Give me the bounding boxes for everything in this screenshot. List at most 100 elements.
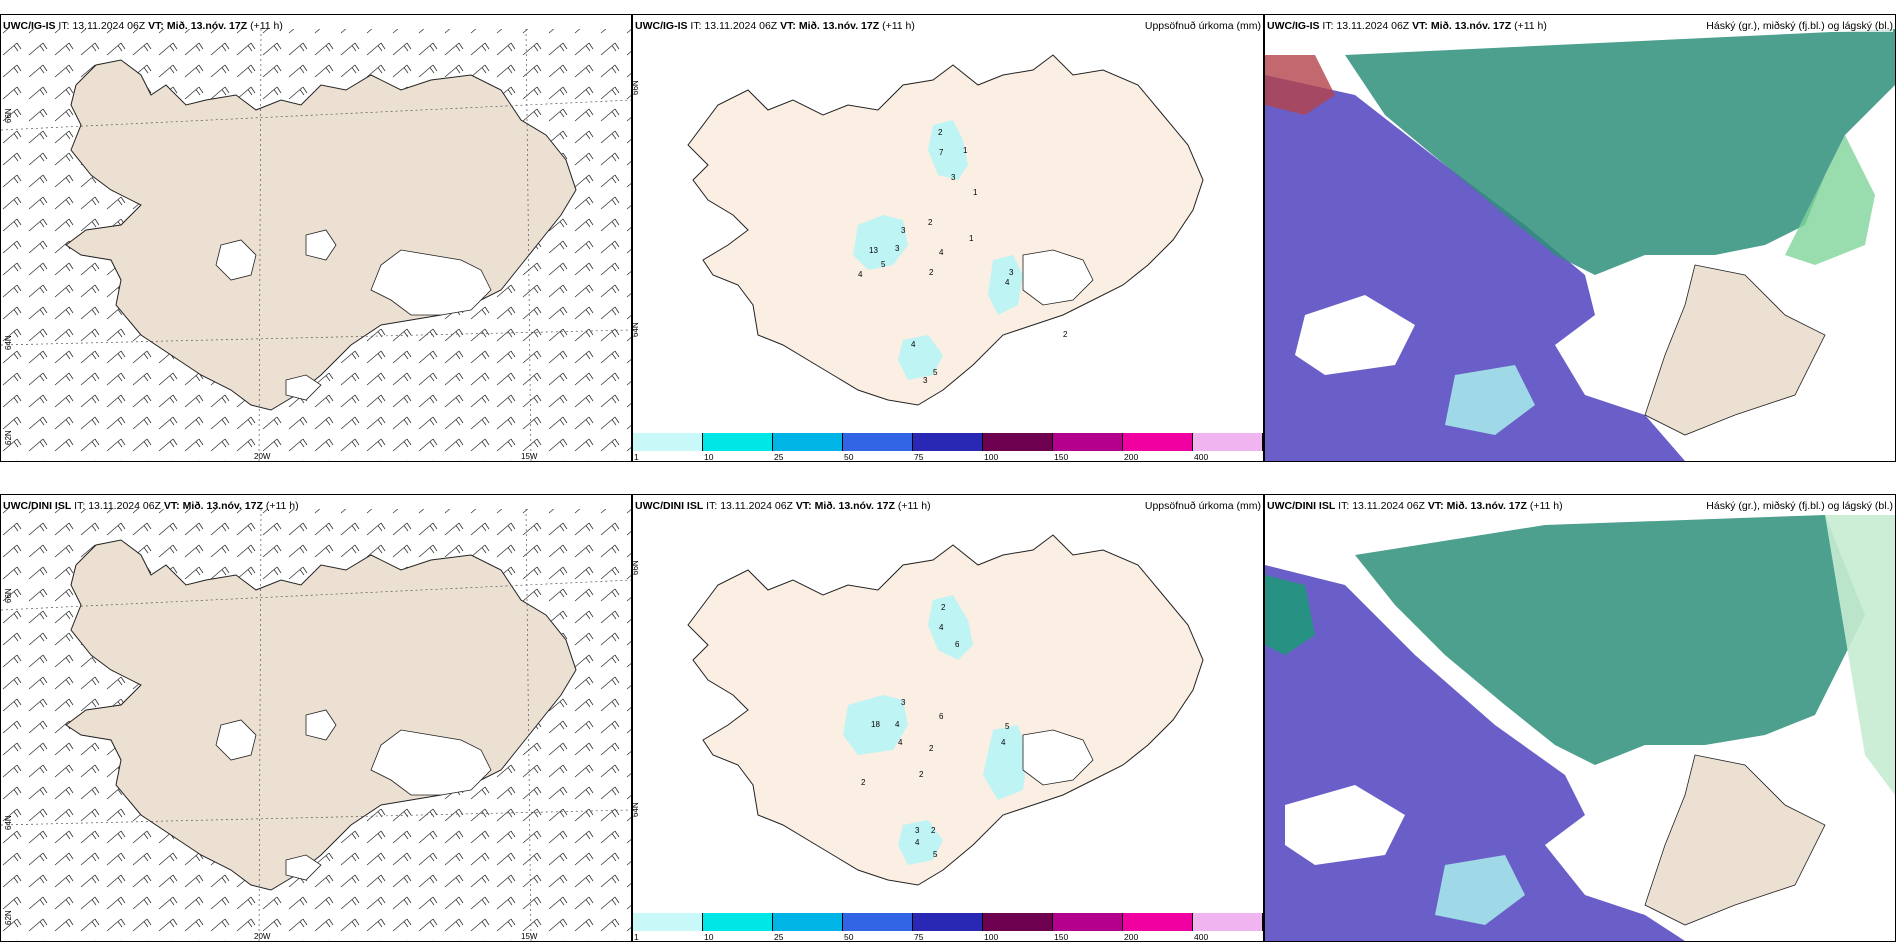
svg-text:3: 3 [915,826,920,835]
svg-text:5: 5 [881,260,886,269]
precip-area-west [843,695,908,755]
panel-title: Uppsöfnuð úrkoma (mm) [1144,20,1261,32]
high-cloud-layer [1355,515,1865,765]
svg-text:6: 6 [955,640,960,649]
glacier-myrdalsjokull [285,374,322,401]
svg-text:2: 2 [941,603,946,612]
svg-text:4: 4 [939,623,944,632]
svg-text:3: 3 [1009,268,1014,277]
wind-panel-bottom: UWC/DINI ISL IT: 13.11.2024 06Z VT: Mið.… [0,494,632,942]
svg-text:2: 2 [931,826,936,835]
iceland-landmass [687,54,1204,406]
svg-text:1: 1 [963,146,968,155]
svg-text:3: 3 [901,698,906,707]
cloud-panel-bottom: UWC/DINI ISL IT: 13.11.2024 06Z VT: Mið.… [1264,494,1896,942]
svg-text:3: 3 [895,244,900,253]
lat-label-right-66n: 66N [632,80,640,95]
precip-values: 2 7 1 3 1 2 3 13 3 5 4 4 1 2 3 4 2 4 5 3 [858,128,1068,385]
glacier-langjokull [215,239,257,281]
svg-text:5: 5 [933,850,938,859]
lon-label-20w: 20W [254,932,271,941]
svg-text:13: 13 [869,246,878,255]
lat-label-right-66n: 66N [632,560,640,575]
red-band [1265,55,1335,115]
land-visible [1644,264,1826,436]
precip-area-north [928,120,968,180]
precip-colorbar: 1 10 25 50 75 100 150 200 400 [633,913,1263,941]
low-cloud-patch-2 [1445,365,1535,435]
lat-label-right-64n: 64N [632,802,640,817]
svg-text:2: 2 [919,770,924,779]
lat-label-64n: 64N [4,815,13,830]
precip-area-south [898,335,943,380]
high-cloud-layer [1345,29,1895,275]
panel-title: Háský (gr.), miðský (fj.bl.) og lágský (… [1706,20,1893,32]
svg-text:1: 1 [969,234,974,243]
land-visible [1644,754,1826,926]
svg-text:1: 1 [973,188,978,197]
svg-text:2: 2 [929,744,934,753]
green-band [1265,575,1315,655]
precip-values: 2 4 6 3 18 4 4 6 2 5 4 2 2 3 2 4 5 [861,603,1010,859]
glacier-vatnajokull [370,249,492,316]
glacier-myrdalsjokull [285,854,322,881]
panel-header: UWC/IG-IS IT: 13.11.2024 06Z VT: Mið. 13… [635,20,915,32]
svg-text:4: 4 [1005,278,1010,287]
low-cloud-patch-2 [1435,855,1525,925]
lat-label-62n: 62N [4,910,13,925]
svg-text:4: 4 [895,720,900,729]
svg-text:4: 4 [898,738,903,747]
svg-text:4: 4 [1001,738,1006,747]
svg-text:2: 2 [928,218,933,227]
iceland-landmass [687,534,1204,886]
precip-area-south [898,820,943,865]
svg-text:3: 3 [901,226,906,235]
svg-text:3: 3 [951,173,956,182]
lat-label-66n: 66N [4,108,13,123]
precip-colorbar: 1 10 25 50 75 100 150 200 400 [633,433,1263,461]
svg-text:5: 5 [1005,722,1010,731]
glacier-hofsjokull [305,229,337,261]
lat-label-62n: 62N [4,430,13,445]
svg-text:4: 4 [939,248,944,257]
precip-area-west [853,215,908,270]
svg-text:3: 3 [923,376,928,385]
precip-map: 2 7 1 3 1 2 3 13 3 5 4 4 1 2 3 4 2 4 5 3 [687,54,1204,406]
svg-text:4: 4 [911,340,916,349]
lat-label-66n: 66N [4,588,13,603]
cloud-map [1265,29,1895,461]
lon-label-15w: 15W [521,932,538,941]
lon-label-15w: 15W [521,452,538,461]
panel-title: Uppsöfnuð úrkoma (mm) [1144,500,1261,512]
glacier-hofsjokull [305,709,337,741]
svg-text:5: 5 [933,368,938,377]
svg-text:2: 2 [938,128,943,137]
wind-map [1,28,631,461]
high-cloud-edge [1825,515,1895,795]
lat-label-64n: 64N [4,335,13,350]
panel-title: Háský (gr.), miðský (fj.bl.) og lágský (… [1706,500,1893,512]
lon-label-20w: 20W [254,452,271,461]
svg-text:2: 2 [861,778,866,787]
wind-map [1,508,631,941]
svg-text:18: 18 [871,720,880,729]
precip-panel-top: UWC/IG-IS IT: 13.11.2024 06Z VT: Mið. 13… [632,14,1264,462]
panel-header: UWC/IG-IS IT: 13.11.2024 06Z VT: Mið. 13… [1267,20,1547,32]
lat-label-right-64n: 64N [632,322,640,337]
precip-area-east [988,255,1023,315]
glacier-langjokull [215,719,257,761]
cloud-panel-top: UWC/IG-IS IT: 13.11.2024 06Z VT: Mið. 13… [1264,14,1896,462]
precip-area-east [983,725,1028,800]
glacier-outline [1022,729,1094,786]
wind-panel-top: UWC/IG-IS IT: 13.11.2024 06Z VT: Mið. 13… [0,14,632,462]
svg-text:2: 2 [1063,330,1068,339]
cloud-map [1265,509,1895,941]
svg-text:4: 4 [915,838,920,847]
precip-area-north [928,595,973,660]
high-cloud-edge [1785,135,1875,265]
glacier-vatnajokull [370,729,492,796]
low-cloud-patch [1295,295,1415,375]
panel-header: UWC/DINI ISL IT: 13.11.2024 06Z VT: Mið.… [1267,500,1563,512]
precip-panel-bottom: UWC/DINI ISL IT: 13.11.2024 06Z VT: Mið.… [632,494,1264,942]
precip-map: 2 4 6 3 18 4 4 6 2 5 4 2 2 3 2 4 5 [687,534,1204,886]
